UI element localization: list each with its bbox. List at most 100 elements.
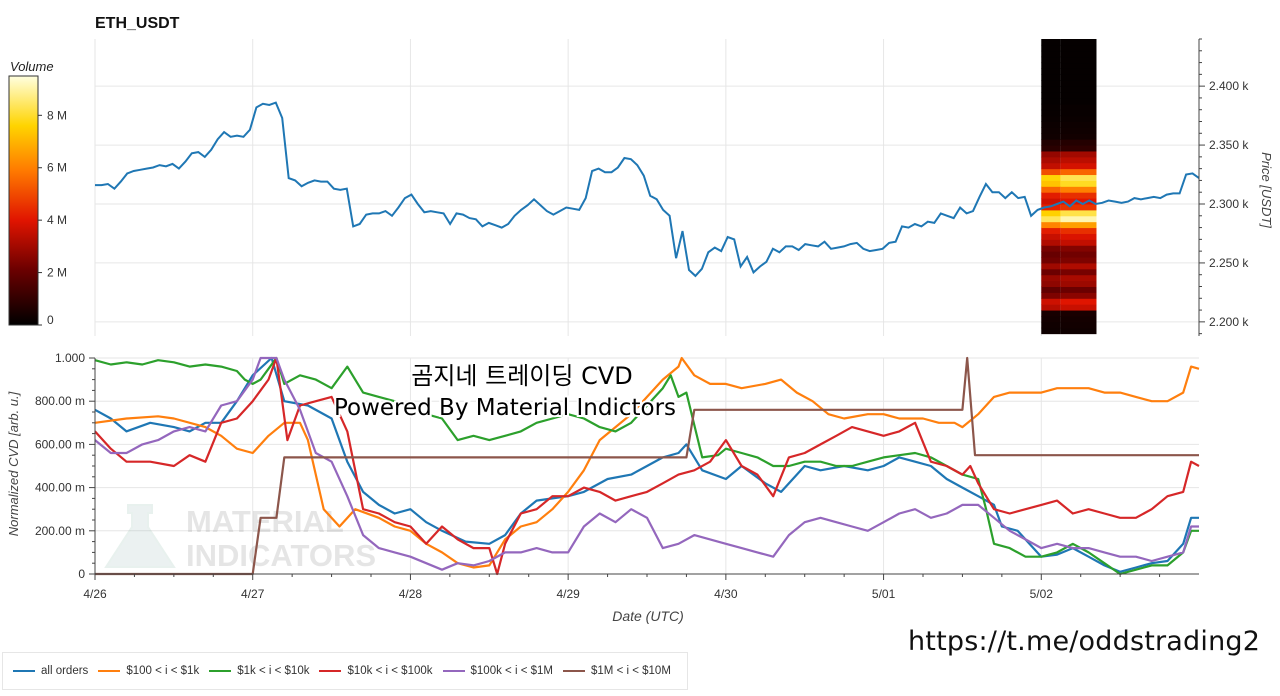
heatmap-cell-a-10	[1041, 268, 1061, 276]
cvd-line-s100_1k	[94, 356, 1200, 569]
heatmap-cell-b-38	[1060, 103, 1097, 111]
legend-item-1m-10m[interactable]: $1M < i < $10M	[563, 665, 671, 677]
heatmap-cell-a-44	[1041, 68, 1061, 75]
cvd-y-tick-label-1: 200.00 m	[35, 524, 85, 538]
heatmap-cell-b-15	[1060, 239, 1097, 246]
heatmap-cell-b-41	[1060, 86, 1097, 93]
heatmap-cell-a-2	[1041, 315, 1061, 323]
heatmap-cell-b-45	[1060, 62, 1097, 69]
heatmap-cell-b-28	[1060, 162, 1097, 170]
heatmap-cell-a-9	[1041, 274, 1061, 282]
legend-item-100-1k[interactable]: $100 < i < $1k	[98, 665, 199, 677]
heatmap-cell-b-33	[1060, 133, 1097, 140]
heatmap-cell-b-20	[1060, 209, 1097, 217]
legend-item-1k-10k[interactable]: $1k < i < $10k	[209, 665, 309, 677]
cvd-legend: all orders $100 < i < $1k $1k < i < $10k…	[2, 652, 688, 690]
cvd-y-axis: 0 200.00 m 400.00 m 600.00 m 800.00 m 1.000	[35, 351, 96, 581]
cvd-y-axis-label: Normalized CVD [arb. u.]	[6, 391, 21, 536]
cvd-x-axis-label: Date (UTC)	[612, 608, 684, 624]
heatmap-cell-a-14	[1041, 245, 1061, 252]
heatmap-cell-b-40	[1060, 92, 1097, 99]
heatmap-cell-b-19	[1060, 215, 1097, 223]
legend-label-1m-10m: $1M < i < $10M	[591, 665, 671, 677]
heatmap-cell-a-28	[1041, 162, 1061, 170]
legend-swatch-1m-10m	[563, 670, 585, 672]
heatmap-cell-b-39	[1060, 97, 1097, 105]
heatmap-cell-b-43	[1060, 74, 1097, 81]
legend-item-100k-1m[interactable]: $100k < i < $1M	[442, 665, 553, 677]
cvd-line-s1m_10m	[95, 356, 1199, 576]
heatmap-cell-a-39	[1041, 97, 1061, 105]
cvd-line-s100k_1m	[94, 356, 1199, 571]
heatmap-cell-a-13	[1041, 251, 1061, 258]
cvd-x-tick-label-2: 4/28	[399, 587, 423, 601]
cvd-lines	[94, 356, 1200, 576]
legend-label-10k-100k: $10k < i < $100k	[347, 665, 433, 677]
heatmap-cell-a-38	[1041, 103, 1061, 111]
heatmap-cell-a-12	[1041, 257, 1061, 264]
heatmap-cell-b-46	[1060, 56, 1097, 64]
heatmap-cell-a-20	[1041, 209, 1061, 217]
heatmap-cell-a-41	[1041, 86, 1061, 93]
heatmap-cell-a-40	[1041, 92, 1061, 99]
price-line-layer	[95, 101, 1200, 278]
heatmap-cell-b-23	[1060, 192, 1097, 199]
legend-label-100-1k: $100 < i < $1k	[126, 665, 200, 677]
colorbar-tick-label-4: 8 M	[47, 108, 67, 122]
heatmap-cell-a-4	[1041, 304, 1061, 311]
price-chart-title: ETH_USDT	[95, 15, 180, 32]
volume-colorbar	[8, 75, 39, 326]
cvd-y-tick-label-4: 800.00 m	[35, 394, 85, 408]
heatmap-cell-b-36	[1060, 115, 1097, 122]
heatmap-cell-a-7	[1041, 286, 1061, 293]
cvd-x-axis: 4/26 4/27 4/28 4/29 4/30 5/01 5/02	[83, 573, 1199, 601]
heatmap-cell-b-47	[1060, 50, 1097, 58]
volume-heatmap	[1041, 39, 1097, 335]
heatmap-cell-a-46	[1041, 56, 1061, 64]
heatmap-cell-a-0	[1041, 327, 1061, 335]
heatmap-cell-a-48	[1041, 44, 1061, 52]
legend-swatch-1k-10k	[209, 670, 232, 672]
heatmap-cell-b-35	[1060, 121, 1097, 128]
price-y-tick-label-2: 2.300 k	[1209, 197, 1249, 211]
legend-item-10k-100k[interactable]: $10k < i < $100k	[319, 665, 433, 677]
heatmap-cell-b-10	[1060, 268, 1097, 276]
heatmap-cell-a-5	[1041, 298, 1061, 305]
heatmap-cell-b-16	[1060, 233, 1097, 240]
heatmap-cell-b-34	[1060, 127, 1097, 134]
heatmap-cell-a-22	[1041, 198, 1061, 205]
price-y-tick-label-3: 2.350 k	[1209, 138, 1249, 152]
heatmap-cell-b-14	[1060, 245, 1097, 252]
legend-swatch-10k-100k	[319, 670, 342, 672]
heatmap-cell-a-27	[1041, 168, 1061, 176]
heatmap-cell-a-45	[1041, 62, 1061, 69]
legend-item-all-orders[interactable]: all orders	[13, 665, 88, 677]
heatmap-cell-a-1	[1041, 321, 1061, 329]
price-y-tick-label-1: 2.250 k	[1209, 256, 1249, 270]
heatmap-cell-a-25	[1041, 180, 1061, 187]
cvd-x-tick-label-6: 5/02	[1030, 587, 1054, 601]
heatmap-cell-a-26	[1041, 174, 1061, 181]
price-y-axis: 2.200 k 2.250 k 2.300 k 2.350 k 2.400 k	[1198, 38, 1249, 336]
cvd-y-tick-label-2: 400.00 m	[35, 481, 85, 495]
heatmap-cell-b-24	[1060, 186, 1097, 193]
heatmap-cell-b-21	[1060, 204, 1097, 211]
heatmap-cell-a-31	[1041, 145, 1061, 152]
heatmap-cell-a-37	[1041, 109, 1061, 117]
legend-label-1k-10k: $1k < i < $10k	[237, 665, 310, 677]
heatmap-cell-a-35	[1041, 121, 1061, 128]
heatmap-cell-a-19	[1041, 215, 1061, 223]
heatmap-cell-a-18	[1041, 221, 1061, 229]
cvd-x-tick-label-0: 4/26	[83, 587, 107, 601]
heatmap-cell-a-16	[1041, 233, 1061, 240]
material-indicators-watermark: MATERIAL INDICATORS	[104, 504, 376, 573]
flask-icon	[104, 504, 176, 568]
heatmap-cell-b-8	[1060, 280, 1097, 287]
telegram-link[interactable]: https://t.me/oddstrading2	[908, 626, 1261, 657]
heatmap-cell-b-18	[1060, 221, 1097, 229]
legend-swatch-100-1k	[98, 670, 121, 672]
heatmap-cell-a-42	[1041, 80, 1061, 87]
heatmap-cell-b-11	[1060, 262, 1097, 270]
